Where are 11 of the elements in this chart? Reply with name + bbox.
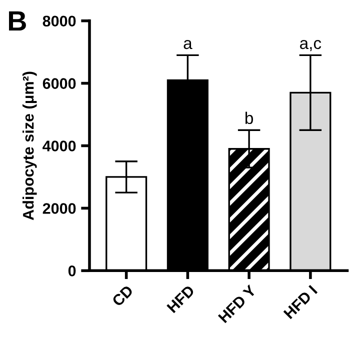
annotation: a,c (300, 40, 322, 52)
y-tick-label: 4000 (42, 140, 76, 152)
y-tick-label: 8000 (42, 16, 76, 27)
y-tick-label: 6000 (42, 78, 76, 89)
annotation: a (184, 40, 192, 50)
y-tick-label: 0 (68, 266, 76, 276)
x-tick-label: CD (111, 284, 134, 307)
annotation: b (246, 112, 253, 124)
y-tick-label: 2000 (42, 203, 76, 214)
y-axis-title: Adipocyte size (μm²) (22, 72, 37, 220)
text: B (9, 11, 26, 31)
